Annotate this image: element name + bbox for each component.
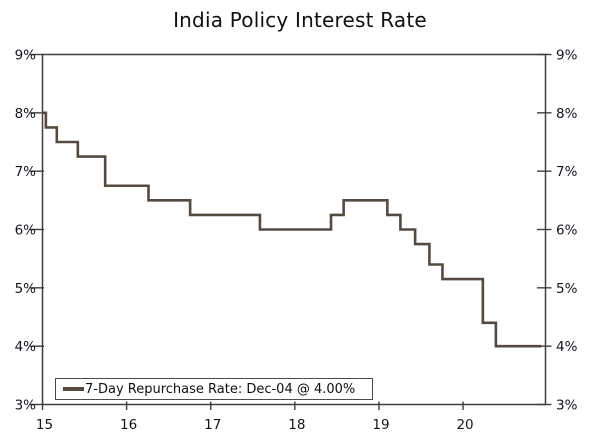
x-tick-label: 17	[204, 417, 221, 433]
x-tick-label: 18	[288, 417, 305, 433]
x-tick-label: 20	[456, 417, 473, 433]
legend-line-marker	[63, 387, 84, 391]
chart-title: India Policy Interest Rate	[173, 8, 427, 32]
y-tick-label-left: 7%	[15, 164, 37, 180]
y-tick-label-right: 9%	[556, 48, 578, 64]
y-tick-label-left: 3%	[15, 398, 37, 414]
y-tick-label-left: 8%	[15, 106, 37, 122]
x-tick-label: 15	[36, 417, 53, 433]
y-tick-label-right: 4%	[556, 339, 578, 355]
legend: 7-Day Repurchase Rate: Dec-04 @ 4.00%	[55, 378, 373, 400]
y-tick-label-right: 7%	[556, 164, 578, 180]
x-tick-label: 19	[372, 417, 389, 433]
y-tick-label-right: 8%	[556, 106, 578, 122]
rate-step-line	[42, 111, 542, 348]
y-tick-label-left: 6%	[15, 223, 37, 239]
x-tick-label: 16	[120, 417, 137, 433]
y-tick-label-right: 6%	[556, 223, 578, 239]
legend-label: 7-Day Repurchase Rate: Dec-04 @ 4.00%	[85, 381, 356, 397]
y-tick-label-right: 3%	[556, 398, 578, 414]
y-tick-label-left: 5%	[15, 281, 37, 297]
y-tick-label-left: 4%	[15, 339, 37, 355]
y-tick-label-right: 5%	[556, 281, 578, 297]
y-tick-label-left: 9%	[15, 48, 37, 64]
